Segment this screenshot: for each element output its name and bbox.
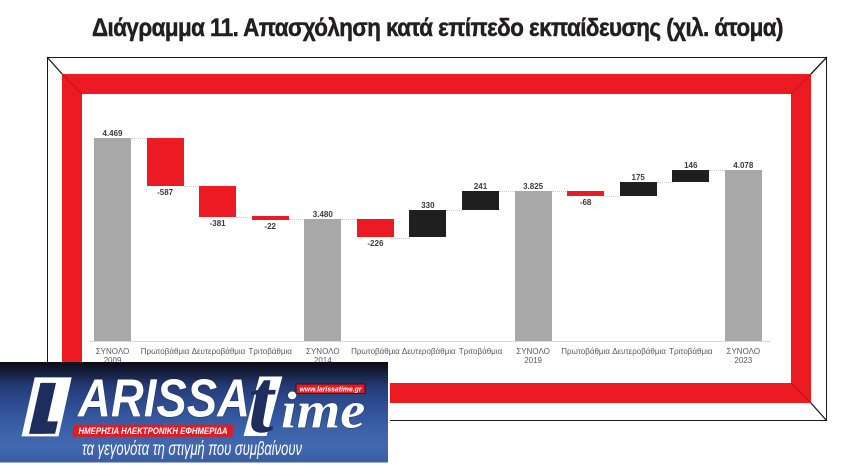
svg-text:ΗΜΕΡΗΣΙΑ ΗΛΕΚΤΡΟΝΙΚΗ ΕΦΗΜΕΡΙΔΑ: ΗΜΕΡΗΣΙΑ ΗΛΕΚΤΡΟΝΙΚΗ ΕΦΗΜΕΡΙΔΑ	[79, 426, 228, 437]
svg-text:ARISSA: ARISSA	[76, 369, 250, 429]
svg-text:t: t	[248, 362, 276, 452]
svg-text:τα γεγονότα τη στιγμή που συμβ: τα γεγονότα τη στιγμή που συμβαίνουν	[82, 438, 302, 460]
svg-text:www.larissatime.gr: www.larissatime.gr	[300, 384, 363, 393]
